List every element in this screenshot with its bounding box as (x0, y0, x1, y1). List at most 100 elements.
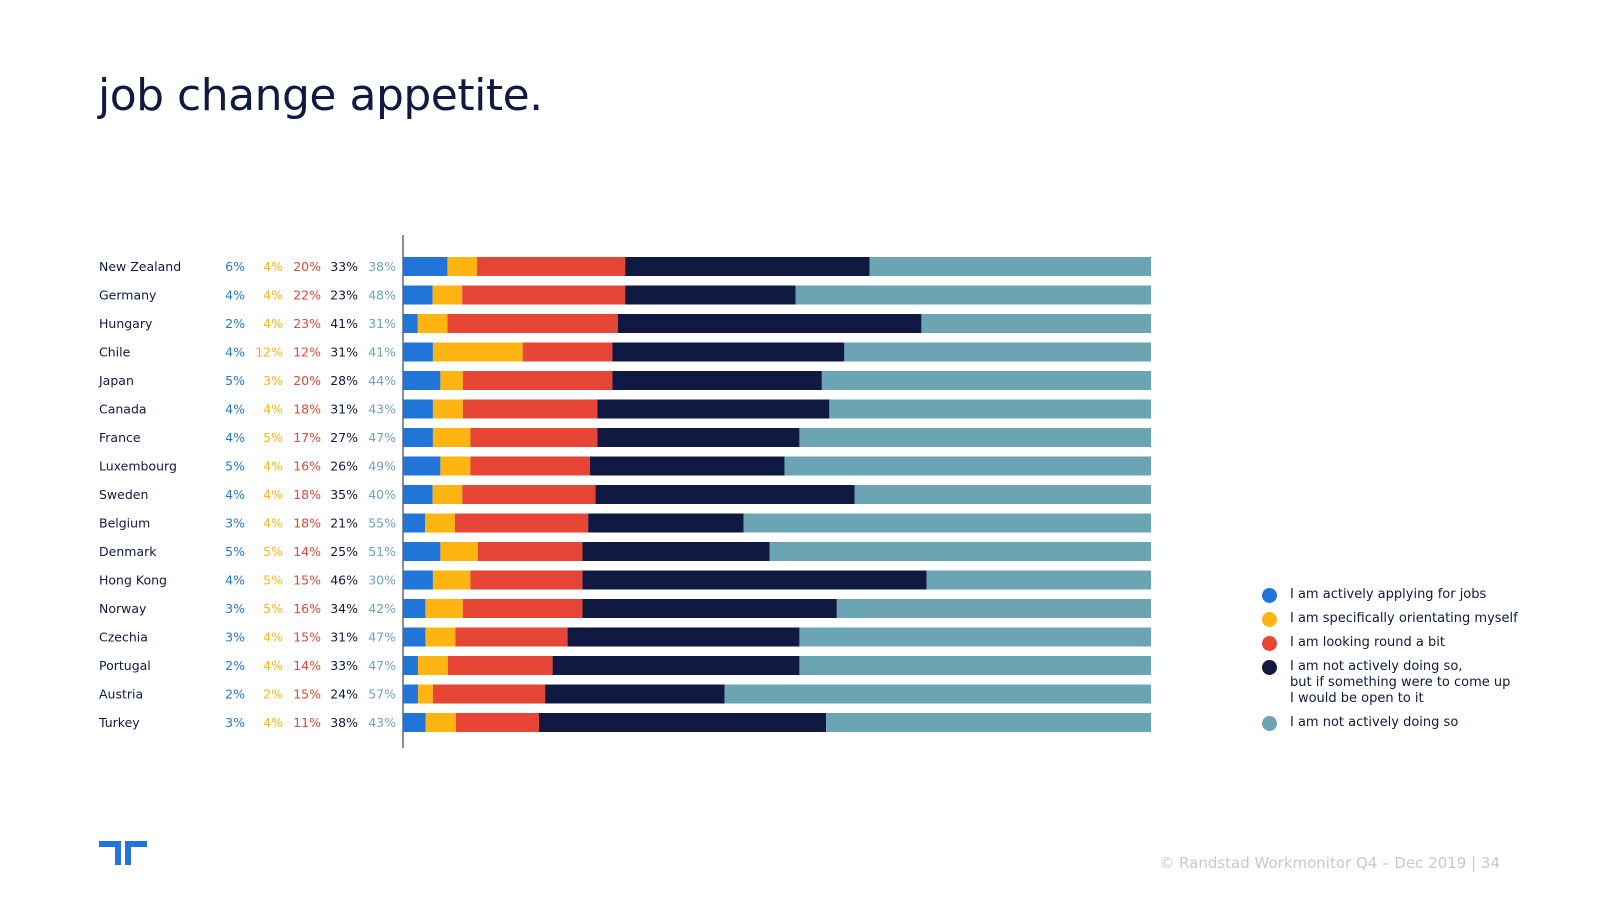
data-label: 47% (368, 430, 396, 445)
bar-segment (590, 456, 785, 476)
bar-segment (403, 513, 426, 533)
bar-segment (477, 257, 626, 276)
bar-segment (440, 456, 471, 476)
legend-label: I am not actively doing so, but if somet… (1290, 659, 1511, 706)
data-label: 47% (368, 630, 396, 645)
bar-segment (826, 713, 1151, 732)
bar-segment (447, 257, 478, 276)
data-label: 6% (225, 259, 245, 274)
data-label: 28% (330, 373, 358, 388)
bar-segment (869, 257, 1151, 276)
data-label: 24% (330, 687, 358, 702)
bar-segment (432, 342, 523, 362)
data-label: 4% (225, 345, 245, 360)
data-label: 3% (263, 373, 283, 388)
data-label: 4% (263, 658, 283, 673)
data-label: 4% (225, 573, 245, 588)
data-label: 23% (330, 288, 358, 303)
bar-segment (836, 599, 1151, 618)
legend-label: I am actively applying for jobs (1290, 587, 1487, 602)
data-label: 2% (225, 316, 245, 331)
data-label: 33% (330, 658, 358, 673)
bar-segment (582, 542, 770, 561)
data-label: 46% (330, 573, 358, 588)
bar-segment (417, 684, 433, 704)
data-label: 3% (225, 630, 245, 645)
page-title: job change appetite. (98, 70, 543, 121)
data-label: 27% (330, 430, 358, 445)
data-label: 14% (293, 658, 321, 673)
data-label: 16% (293, 601, 321, 616)
bar-segment (403, 314, 418, 333)
bar-segment (769, 542, 1151, 561)
category-label: Denmark (99, 544, 157, 559)
data-label: 4% (225, 288, 245, 303)
data-label: 47% (368, 658, 396, 673)
data-label: 41% (330, 316, 358, 331)
data-label: 12% (255, 345, 283, 360)
bar-segment (455, 713, 539, 732)
bar-segment (462, 371, 613, 390)
data-label: 17% (293, 430, 321, 445)
bar-segment (821, 371, 1151, 390)
data-label: 23% (293, 316, 321, 331)
legend-label: I am specifically orientating myself (1290, 611, 1518, 626)
bar-segment (403, 485, 433, 504)
bar-segment (617, 314, 922, 333)
legend-item-orientating: I am specifically orientating myself (1262, 611, 1562, 627)
data-label: 18% (293, 402, 321, 417)
data-label: 40% (368, 487, 396, 502)
data-label: 31% (330, 402, 358, 417)
data-label: 25% (330, 544, 358, 559)
legend-label: I am not actively doing so (1290, 715, 1459, 730)
data-label: 18% (293, 487, 321, 502)
bar-segment (743, 513, 1151, 533)
data-label: 34% (330, 601, 358, 616)
data-label: 31% (330, 345, 358, 360)
bar-segment (432, 399, 463, 419)
data-label: 4% (263, 715, 283, 730)
data-label: 20% (293, 373, 321, 388)
bar-segment (625, 257, 870, 276)
category-label: Japan (98, 373, 134, 388)
bar-segment (588, 513, 744, 533)
bar-segment (799, 627, 1151, 647)
bar-segment (403, 656, 418, 675)
data-label: 48% (368, 288, 396, 303)
data-label: 4% (263, 402, 283, 417)
bar-segment (612, 371, 822, 390)
data-label: 33% (330, 259, 358, 274)
bar-segment (462, 599, 583, 618)
bar-segment (425, 599, 463, 618)
data-label: 5% (225, 544, 245, 559)
data-label: 18% (293, 516, 321, 531)
bar-segment (432, 428, 471, 447)
bar-segment (552, 656, 800, 675)
bar-segment (403, 428, 433, 447)
bar-segment (432, 684, 546, 704)
data-label: 16% (293, 459, 321, 474)
data-label: 55% (368, 516, 396, 531)
bar-segment (454, 513, 589, 533)
bar-segment (522, 342, 613, 362)
bar-segment (724, 684, 1151, 704)
category-label: Chile (99, 345, 131, 360)
data-label: 2% (225, 658, 245, 673)
bar-segment (417, 656, 448, 675)
data-label: 4% (263, 288, 283, 303)
bar-segment (477, 542, 583, 561)
category-label: Hong Kong (99, 573, 167, 588)
bar-segment (432, 485, 463, 504)
bar-segment (455, 627, 568, 647)
bar-segment (545, 684, 725, 704)
data-label: 38% (368, 259, 396, 274)
bar-segment (567, 627, 800, 647)
category-label: Luxembourg (99, 459, 177, 474)
data-label: 49% (368, 459, 396, 474)
bar-segment (921, 314, 1151, 333)
data-label: 4% (263, 487, 283, 502)
legend-dot-open-to-it (1262, 660, 1277, 675)
bar-segment (597, 399, 830, 419)
bar-segment (582, 599, 837, 618)
